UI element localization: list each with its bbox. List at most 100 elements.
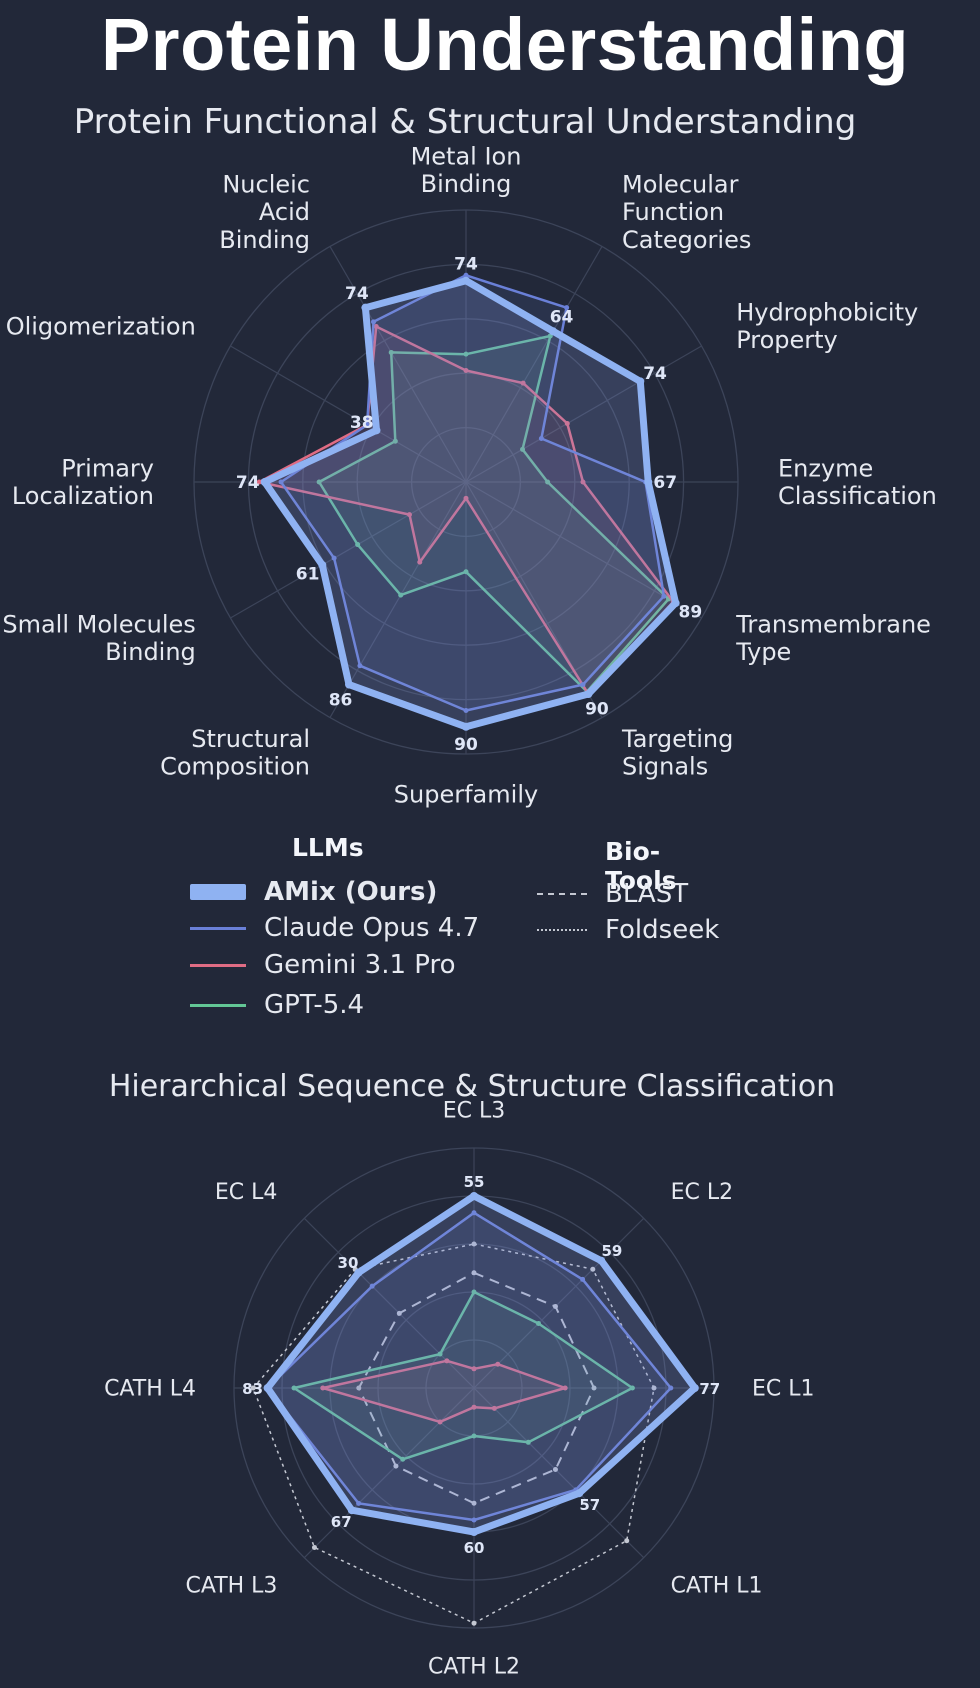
radar1-value-label: 61 (296, 564, 320, 584)
page-title: Protein Understanding (100, 3, 910, 86)
radar2-point-amix (575, 1489, 584, 1498)
radar2-point-gemini (495, 1361, 501, 1367)
radar2-point-gemini (471, 1366, 477, 1372)
radar2-point-gpt (629, 1385, 635, 1391)
radar1-point-amix (318, 560, 327, 569)
radar2-point-gpt (291, 1385, 297, 1391)
radar1-point-gemini (463, 495, 469, 501)
radar2-point-amix (470, 1528, 478, 1536)
radar1-axis-label: Oligomerization (6, 312, 196, 340)
radar1-value-label: 74 (345, 284, 369, 304)
legend-item-claude[interactable]: Claude Opus 4.7 (190, 913, 479, 943)
radar1-value-label: 74 (454, 255, 478, 275)
radar2-point-amix (470, 1192, 478, 1200)
radar2-point-dashed (471, 1500, 477, 1506)
radar1-point-gpt (463, 569, 469, 575)
legend-item-amix[interactable]: AMix (Ours) (190, 877, 437, 907)
radar1-point-gemini (417, 559, 423, 565)
radar2-plot: EC L3 EC L2 EC L1 CATH L1 CATH L2 CATH L3 CATH… (104, 1099, 814, 1680)
radar1-point-gpt (316, 479, 322, 485)
radar2-value-label: 57 (579, 1496, 600, 1514)
radar2-axis-label: EC L1 (752, 1377, 815, 1402)
radar1-point-amix (345, 680, 354, 689)
radar1-point-gpt (520, 446, 526, 452)
radar2-spoke (473, 1387, 645, 1559)
legend-item-blast[interactable]: BLAST (537, 879, 688, 909)
radar2-point-claude (580, 1276, 586, 1282)
legend-item-gemini[interactable]: Gemini 3.1 Pro (190, 950, 456, 980)
radar2-point-dashed (396, 1310, 402, 1316)
legend-label-blast: BLAST (605, 879, 689, 909)
radar2-value-label: 59 (601, 1242, 622, 1260)
radar1-point-claude (364, 422, 370, 428)
radar1-value-label: 74 (236, 473, 260, 493)
radar1-point-amix (549, 327, 558, 336)
radar2-point-claude (369, 1283, 375, 1289)
radar1-value-label: 89 (679, 603, 703, 623)
radar1-axis-label: Molecular Function Categories (622, 171, 751, 254)
radar1-value-label: 38 (350, 413, 374, 433)
radar1-point-amix (361, 303, 370, 312)
legend-llm-heading: LLMs (292, 833, 364, 862)
radar1-point-claude (661, 593, 667, 599)
radar1-value-label: 67 (653, 473, 677, 493)
radar1-point-gemini (520, 380, 526, 386)
radar1-spoke (465, 246, 603, 483)
radar2-axis-label: EC L2 (671, 1180, 734, 1205)
radar1-point-claude (463, 272, 469, 278)
radar2-spoke (473, 1217, 645, 1389)
radar2-point-gpt (535, 1321, 541, 1327)
radar2-point-gpt (471, 1433, 477, 1439)
radar2-point-claude (471, 1210, 477, 1216)
radar1-point-gpt (388, 349, 394, 355)
radar1-spoke (230, 481, 467, 619)
radar2-point-gpt (471, 1289, 477, 1295)
radar2-axis-label: CATH L4 (104, 1377, 196, 1402)
radar2-value-label: 55 (464, 1173, 485, 1191)
radar2-point-dotted (624, 1538, 630, 1544)
radar1-point-gemini (463, 367, 469, 373)
radar1-point-claude (371, 319, 377, 325)
radar2-axis-label: EC L4 (215, 1180, 278, 1205)
radar1-axis-label: Hydrophobicity Property (736, 299, 918, 355)
amix-swatch (190, 884, 246, 900)
radar2-point-dashed (552, 1466, 558, 1472)
radar1-spoke (329, 481, 467, 718)
radar1-point-amix (671, 599, 680, 608)
claude-swatch (190, 926, 246, 930)
legend-tools-heading: Bio-Tools (605, 837, 677, 895)
radar1-point-claude (357, 663, 363, 669)
gpt-swatch (190, 1003, 246, 1007)
radar1-axis-label: Structural Composition (160, 725, 310, 781)
radar1-axis-label: Superfamily (394, 780, 538, 808)
radar2-point-amix (263, 1384, 272, 1392)
radar1-plot: Metal Ion Binding Molecular Function Categor… (2, 143, 936, 809)
gemini-swatch (190, 963, 246, 967)
radar1-axis-label: Transmembrane Type (735, 611, 931, 667)
radar2-point-claude (471, 1517, 477, 1523)
radar2-axis-label: CATH L3 (185, 1573, 277, 1598)
radar2-value-label: 30 (338, 1254, 359, 1272)
blast-swatch (537, 893, 587, 895)
radar2-point-dashed (591, 1385, 597, 1391)
radar1-value-label: 90 (454, 735, 478, 755)
radar2-point-dotted (471, 1241, 477, 1247)
radar2-point-dotted (311, 1545, 317, 1551)
legend-item-gpt[interactable]: GPT-5.4 (190, 990, 364, 1020)
radar2-axis-label: EC L3 (443, 1099, 506, 1124)
radar2-point-dashed (471, 1270, 477, 1276)
legend-label-foldseek: Foldseek (605, 915, 720, 945)
radar1-point-amix (372, 426, 381, 435)
radar2-point-dotted (590, 1266, 596, 1272)
radar2-point-amix (597, 1256, 606, 1265)
foldseek-swatch (537, 929, 587, 931)
radar2-point-amix (690, 1384, 699, 1392)
legend-item-foldseek[interactable]: Foldseek (537, 915, 719, 945)
radar1-point-claude (331, 555, 337, 561)
radar2-title: Hierarchical Sequence & Structure Classi… (109, 1069, 835, 1104)
radar1-point-gemini (564, 421, 570, 427)
radar2-point-gemini (437, 1419, 443, 1425)
radar1-axis-label: Primary Localization (12, 455, 154, 511)
radar1-point-claude (278, 479, 284, 485)
radar2-point-dashed (393, 1463, 399, 1469)
